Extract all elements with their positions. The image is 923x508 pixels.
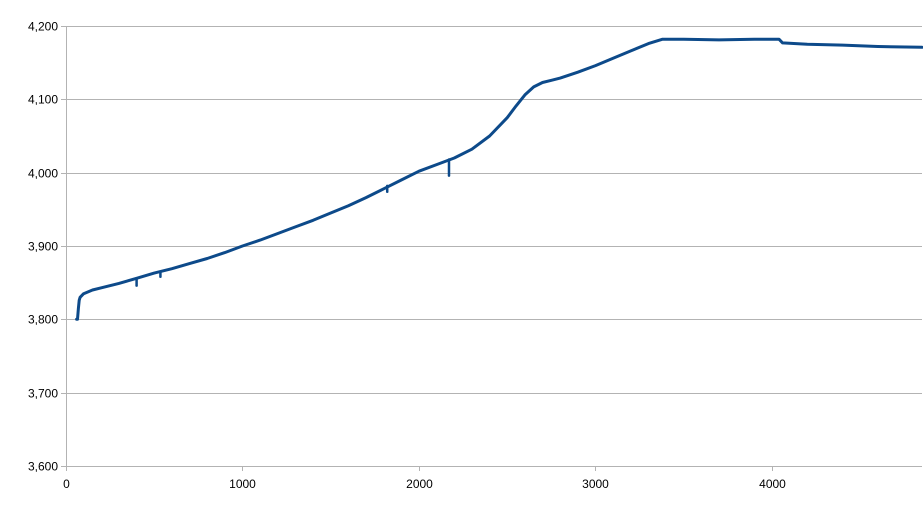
y-tick-label: 3,900 (28, 240, 58, 254)
y-tick-label: 4,100 (28, 93, 58, 107)
data-series (75, 37, 923, 321)
axes (61, 26, 922, 471)
y-tick-label: 3,800 (28, 313, 58, 327)
y-tick-label: 3,700 (28, 387, 58, 401)
x-tick-label: 3000 (582, 477, 609, 491)
x-tick-label: 2000 (406, 477, 433, 491)
tick-labels: 3,600 3,700 3,800 3,900 4,000 4,100 4,200 0 1000… (28, 20, 786, 492)
y-tick-label: 4,000 (28, 167, 58, 181)
y-tick-label: 3,600 (28, 460, 58, 474)
y-tick-label: 4,200 (28, 20, 58, 34)
grid-lines (66, 26, 922, 467)
x-tick-label: 0 (63, 477, 70, 491)
series-line (75, 37, 923, 321)
x-tick-label: 1000 (229, 477, 256, 491)
x-tick-label: 4000 (759, 477, 786, 491)
